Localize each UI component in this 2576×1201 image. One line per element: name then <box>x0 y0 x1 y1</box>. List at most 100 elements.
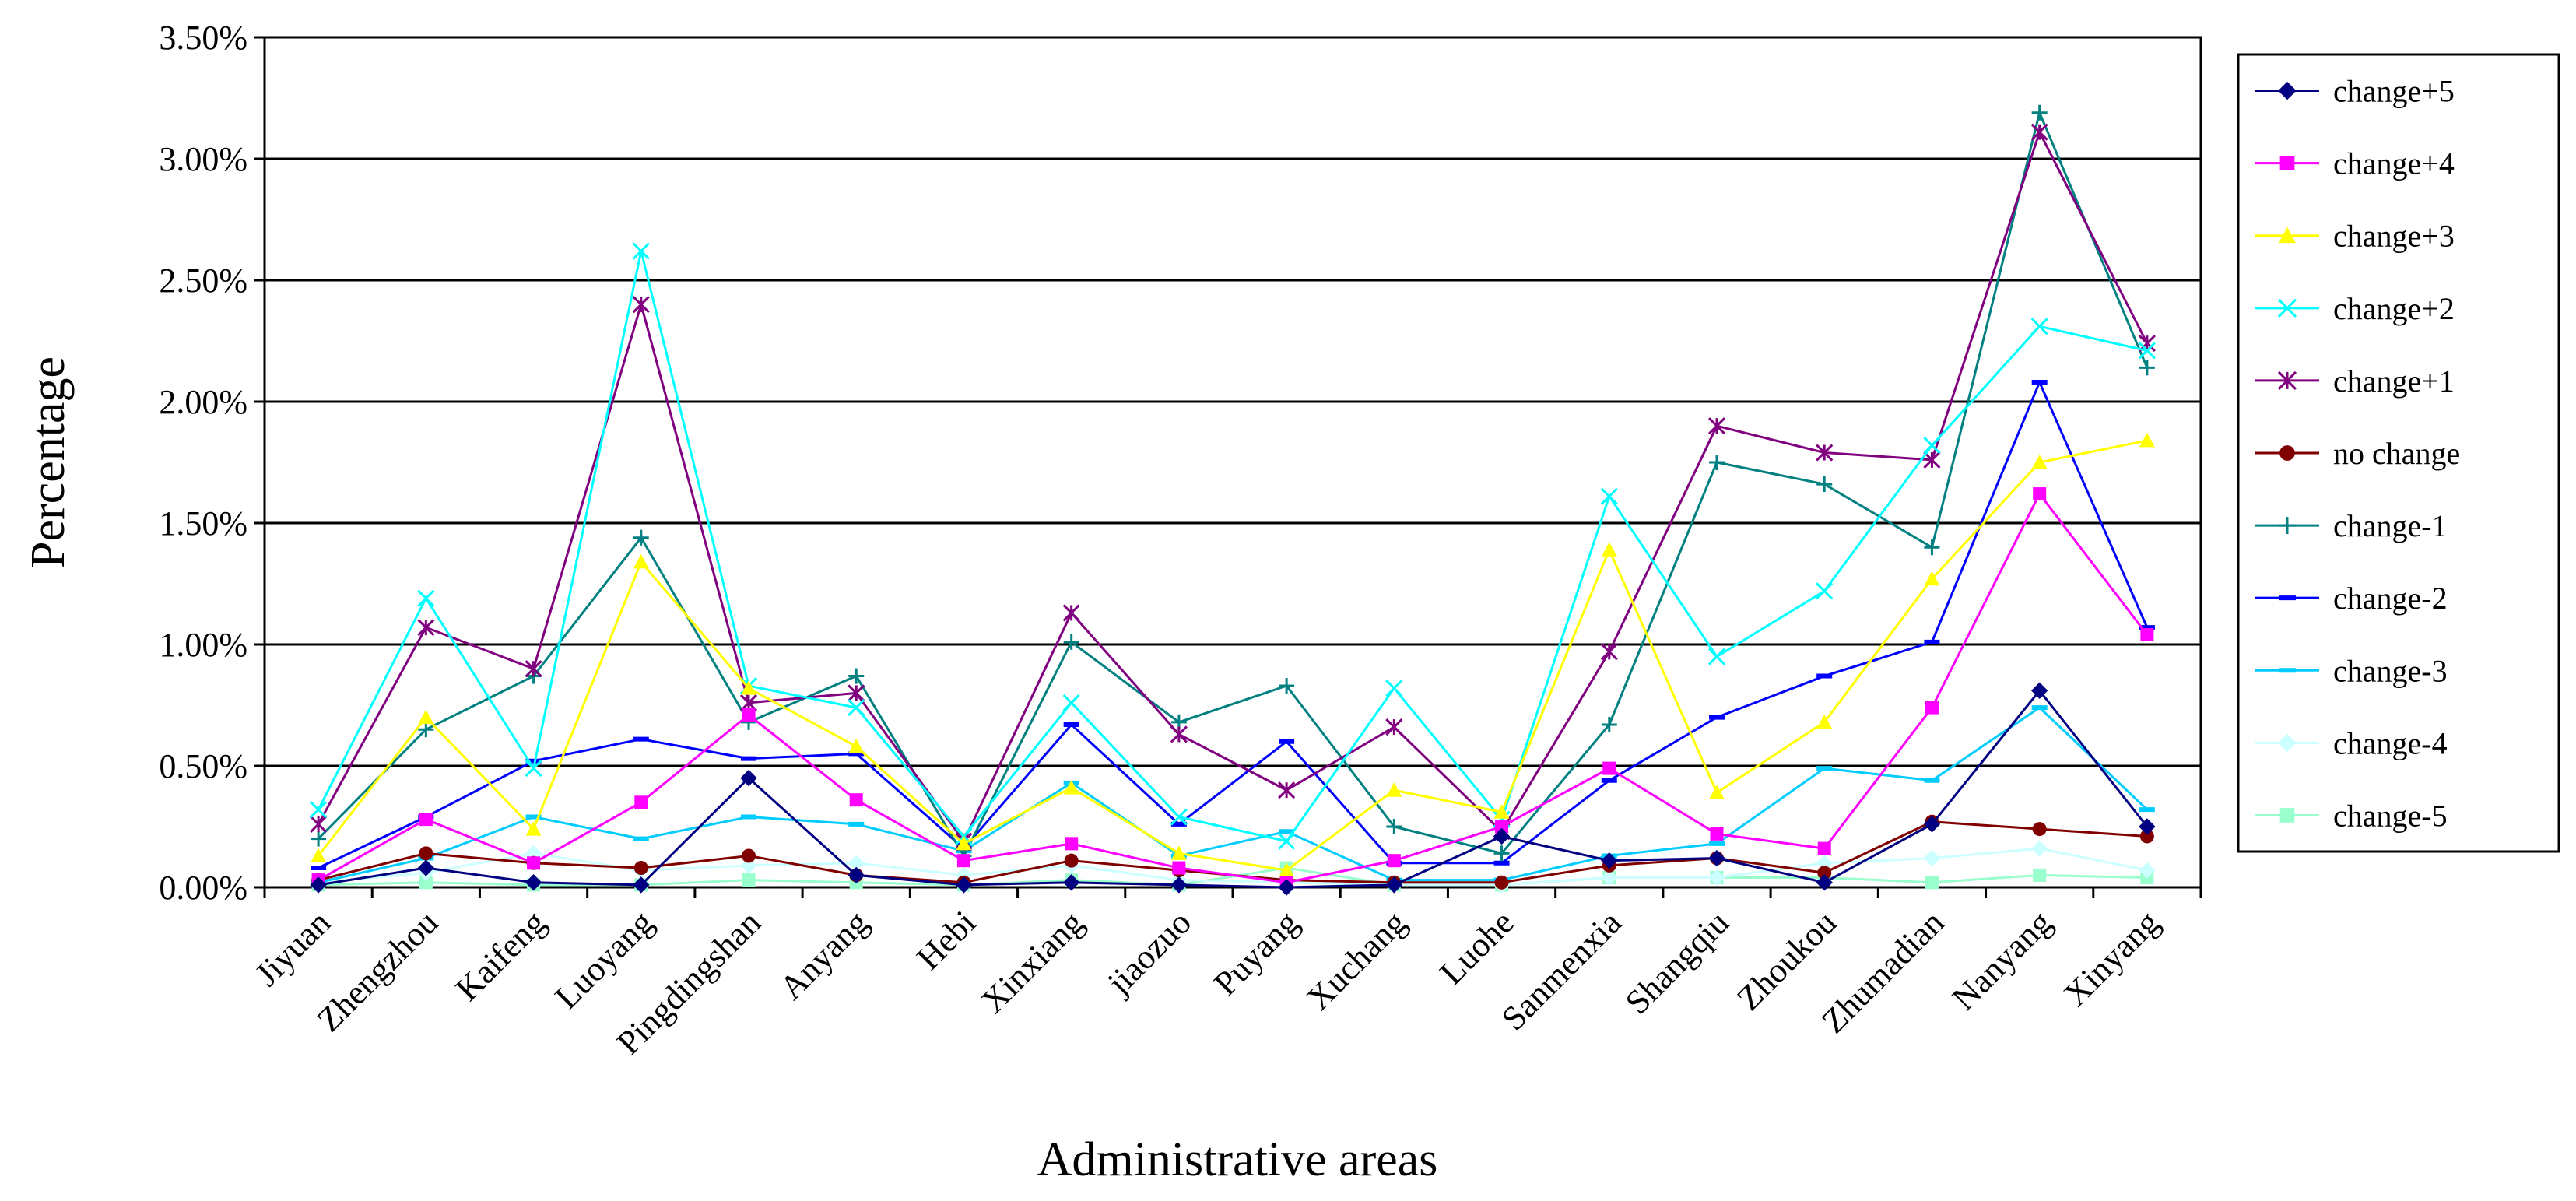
data-point <box>417 589 435 607</box>
data-point <box>632 296 650 314</box>
data-point <box>2139 432 2155 448</box>
legend-label: change+1 <box>2333 363 2455 399</box>
data-point <box>1923 451 1941 469</box>
data-point <box>1386 782 1402 797</box>
data-point <box>848 684 865 702</box>
data-point <box>1062 604 1080 622</box>
data-point <box>633 553 649 569</box>
series <box>311 432 2155 877</box>
series-line <box>317 131 2149 843</box>
data-point <box>1279 678 1295 694</box>
legend-item: change+5 <box>2255 74 2455 109</box>
data-point <box>2139 818 2156 835</box>
data-point <box>1387 854 1401 868</box>
data-point <box>633 876 650 894</box>
data-point <box>1601 716 1617 732</box>
data-point <box>1925 876 1939 890</box>
data-point <box>1816 476 1833 493</box>
data-point <box>1816 874 1833 891</box>
series <box>311 487 2154 890</box>
data-point <box>1170 808 1188 826</box>
data-point <box>1709 455 1725 470</box>
legend-label: change-1 <box>2333 508 2448 543</box>
data-point <box>525 660 542 678</box>
y-axis-ticks: 0.00% 0.50% 1.00% 1.50% 2.00% 2.50% 3.00% 3.50% <box>159 19 265 907</box>
data-point <box>1601 869 1618 887</box>
data-point <box>2138 342 2156 360</box>
data-point <box>632 242 650 260</box>
y-tick-label: 0.00% <box>159 869 247 907</box>
data-point <box>2030 840 2048 857</box>
legend-item: change-3 <box>2255 653 2448 688</box>
data-point <box>419 876 433 890</box>
data-point <box>1601 542 1617 557</box>
data-point <box>419 846 433 861</box>
series-line <box>318 381 2149 869</box>
y-tick-label: 3.50% <box>159 19 247 57</box>
data-point <box>310 876 327 894</box>
data-point <box>1923 849 1941 867</box>
data-point <box>1924 571 1940 586</box>
data-point <box>1062 694 1080 711</box>
data-point <box>1172 861 1186 875</box>
data-point <box>1924 539 1940 556</box>
legend-label: change+4 <box>2333 146 2455 181</box>
data-point <box>417 859 435 876</box>
data-point <box>2030 123 2048 141</box>
data-point <box>2139 360 2155 376</box>
data-point <box>2139 829 2154 844</box>
y-tick-label: 1.50% <box>159 504 247 543</box>
grid <box>265 157 2201 767</box>
data-point <box>1170 845 1187 860</box>
series-line <box>318 689 2149 889</box>
data-point <box>955 876 973 894</box>
legend: change+5 change+4 change+3 change+2 change+1… <box>2237 53 2560 853</box>
data-point <box>2031 455 2048 469</box>
y-tick-label: 0.50% <box>159 747 247 785</box>
data-point <box>2031 104 2048 121</box>
data-point <box>2139 862 2156 879</box>
legend-item: change-1 <box>2255 508 2448 543</box>
data-point <box>2033 487 2047 501</box>
data-point <box>2278 733 2297 753</box>
data-point <box>418 722 434 738</box>
legend-label: change+2 <box>2333 291 2455 326</box>
data-point <box>2279 517 2296 535</box>
data-point <box>2140 628 2154 642</box>
legend-label: change+3 <box>2333 219 2455 254</box>
data-point <box>1495 820 1509 834</box>
data-point <box>742 873 756 887</box>
data-point <box>1063 780 1079 795</box>
legend-label: no change <box>2333 436 2460 471</box>
data-point <box>2277 298 2297 318</box>
data-point <box>525 760 542 778</box>
data-point <box>1493 804 1510 819</box>
series <box>311 104 2155 864</box>
data-point <box>417 619 435 637</box>
data-point <box>1278 781 1296 799</box>
data-point <box>311 848 327 862</box>
data-point <box>1600 487 1618 505</box>
legend-item: change+1 <box>2255 363 2455 399</box>
data-point <box>848 866 865 884</box>
data-point <box>633 861 648 876</box>
legend-item: change-5 <box>2255 798 2448 833</box>
data-point <box>525 874 542 891</box>
data-point <box>956 835 972 851</box>
data-point <box>848 668 865 684</box>
legend-label: change-2 <box>2333 581 2448 616</box>
data-point <box>742 848 756 863</box>
data-point <box>1817 866 1832 880</box>
y-axis-title: Percentage <box>22 356 75 568</box>
series-line <box>317 250 2148 843</box>
y-tick-label: 2.50% <box>159 262 247 300</box>
data-point <box>849 793 863 807</box>
data-point <box>1278 879 1295 896</box>
data-point <box>1065 837 1079 851</box>
legend-item: change+2 <box>2255 291 2455 326</box>
data-point <box>1493 827 1511 845</box>
data-point <box>2278 81 2297 100</box>
data-point <box>739 694 758 711</box>
data-point <box>633 529 649 546</box>
